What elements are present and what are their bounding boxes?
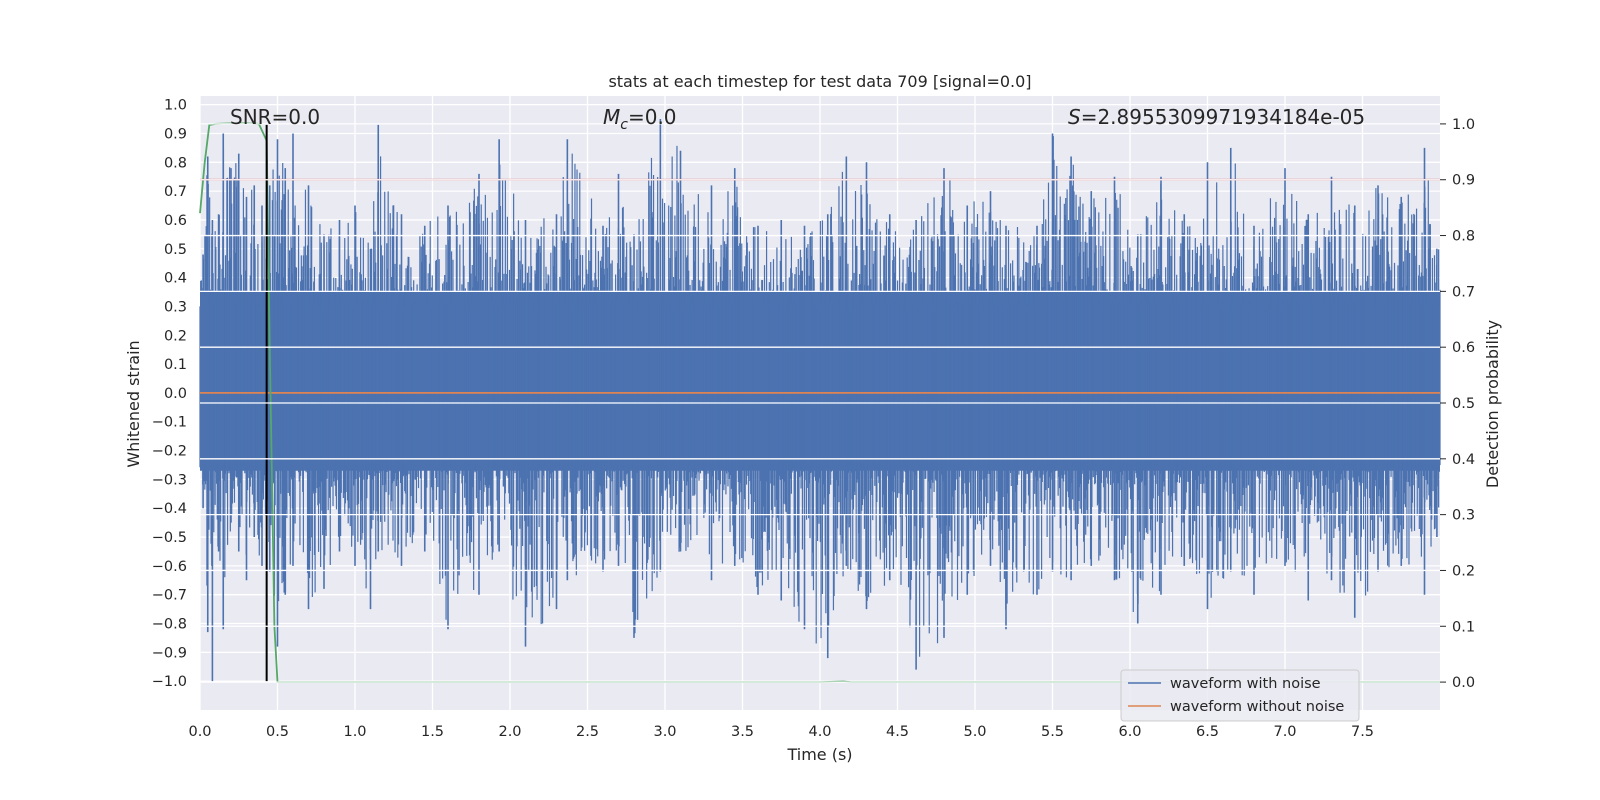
y2-axis-label: Detection probability (1483, 320, 1502, 488)
y-tick-label: 1.0 (164, 98, 187, 114)
y-tick-label: −0.1 (152, 415, 187, 431)
y-tick-label: 0.1 (164, 357, 187, 373)
x-tick-label: 2.0 (498, 724, 521, 740)
x-tick-label: 1.0 (343, 724, 366, 740)
y2-tick-label: 0.2 (1452, 563, 1475, 579)
y-tick-label: 0.0 (164, 386, 187, 402)
y-tick-label: 0.7 (164, 184, 187, 200)
y-tick-label: −0.6 (152, 559, 187, 575)
x-tick-label: 4.5 (886, 724, 909, 740)
chirp-mass-annotation: Mc=0.0 (603, 105, 677, 133)
y-tick-label: −0.2 (152, 444, 187, 460)
series-waveform-with-noise (199, 119, 1441, 682)
legend-frame (1120, 669, 1360, 722)
x-tick-label: 5.0 (963, 724, 986, 740)
x-tick-label: 4.0 (808, 724, 831, 740)
x-tick-label: 5.5 (1041, 724, 1064, 740)
y-axis-label: Whitened strain (124, 340, 143, 467)
y2-tick-label: 0.3 (1452, 508, 1475, 524)
chirp-mass-subscript: c (620, 117, 628, 133)
y2-tick-label: 0.6 (1452, 340, 1475, 356)
y2-tick-label: 0.4 (1452, 452, 1475, 468)
y2-tick-label: 0.0 (1452, 675, 1475, 691)
y-tick-label: 0.2 (164, 328, 187, 344)
y2-tick-label: 1.0 (1452, 117, 1475, 133)
x-tick-label: 0.0 (188, 724, 211, 740)
legend-label-noise: waveform with noise (1170, 676, 1321, 692)
score-value: =2.8955309971934184e-05 (1081, 105, 1365, 129)
x-tick-label: 3.0 (653, 724, 676, 740)
y-tick-label: 0.3 (164, 299, 187, 315)
legend-label-clean: waveform without noise (1170, 699, 1344, 715)
x-tick-label: 2.5 (576, 724, 599, 740)
y-tick-label: −0.4 (152, 501, 187, 517)
x-tick-label: 6.0 (1118, 724, 1141, 740)
x-tick-label: 6.5 (1196, 724, 1219, 740)
x-tick-label: 7.0 (1273, 724, 1296, 740)
y2-tick-label: 0.9 (1452, 173, 1475, 189)
y2-tick-label: 0.5 (1452, 396, 1475, 412)
score-symbol: S (1068, 105, 1081, 129)
y-tick-label: −0.3 (152, 472, 187, 488)
y-tick-label: −0.7 (152, 588, 187, 604)
x-tick-label: 7.5 (1351, 724, 1374, 740)
score-annotation: S=2.8955309971934184e-05 (1068, 105, 1365, 129)
y2-tick-label: 0.1 (1452, 619, 1475, 635)
chirp-mass-symbol: M (603, 105, 620, 129)
x-tick-label: 3.5 (731, 724, 754, 740)
x-tick-label: 0.5 (266, 724, 289, 740)
y-tick-label: −0.5 (152, 530, 187, 546)
y-axis-right: 1.0 0.9 0.8 0.7 0.6 0.5 0.4 0.3 0.2 0.1 0.0 (1440, 117, 1475, 691)
x-axis: 0.0 0.5 1.0 1.5 2.0 2.5 3.0 3.5 4.0 4.5 5.0 5.5 6.0 6… (188, 724, 1374, 740)
y-tick-label: 0.9 (164, 126, 187, 142)
y-axis-left: 1.0 0.9 0.8 0.7 0.6 0.5 0.4 0.3 0.2 0.1 0.0 −0.1 −0.… (152, 98, 187, 691)
y-tick-label: 0.5 (164, 242, 187, 258)
y-tick-label: 0.6 (164, 213, 187, 229)
y-tick-label: −0.8 (152, 617, 187, 633)
legend: waveform with noise waveform without noi… (1120, 669, 1360, 722)
y2-gridlines (200, 123, 1440, 683)
y-tick-label: 0.8 (164, 155, 187, 171)
x-tick-label: 1.5 (421, 724, 444, 740)
series-layer (199, 119, 1441, 683)
chart-title: stats at each timestep for test data 709… (608, 72, 1031, 91)
x-axis-label: Time (s) (786, 745, 852, 764)
y-tick-label: −1.0 (152, 674, 187, 690)
snr-annotation: SNR=0.0 (230, 105, 320, 129)
y-tick-label: −0.9 (152, 645, 187, 661)
chirp-mass-value: =0.0 (628, 105, 677, 129)
y-tick-label: 0.4 (164, 271, 187, 287)
y2-tick-label: 0.7 (1452, 284, 1475, 300)
y2-tick-label: 0.8 (1452, 229, 1475, 245)
